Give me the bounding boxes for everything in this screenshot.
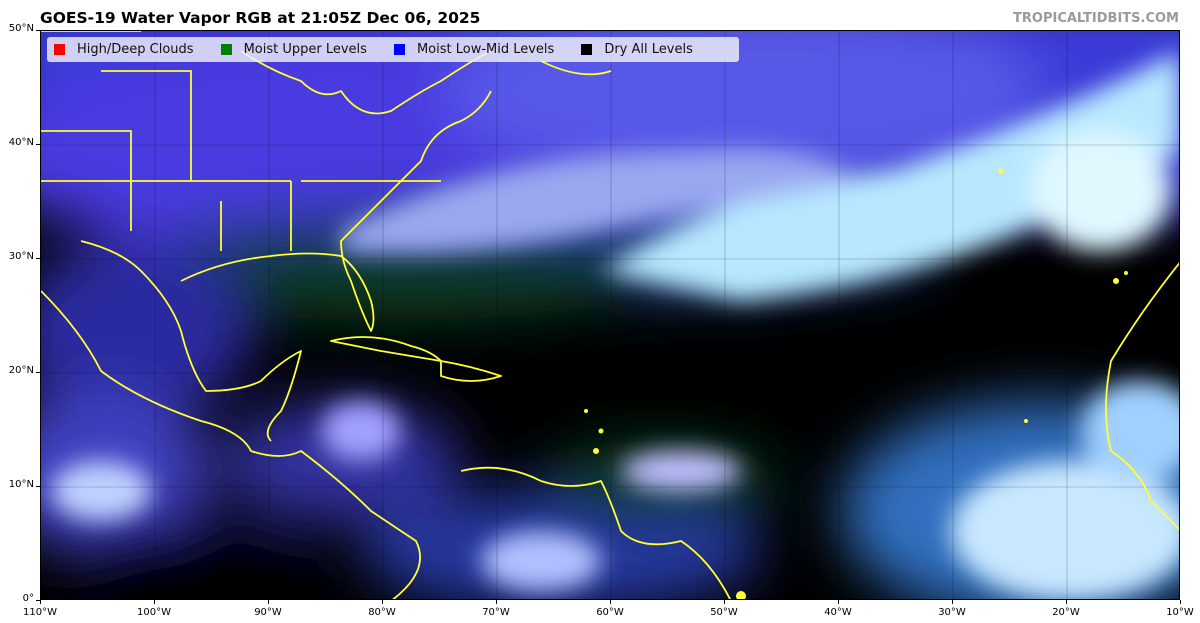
y-axis-label: 50°N xyxy=(8,23,34,34)
satellite-imagery xyxy=(41,31,1179,599)
x-tick xyxy=(610,600,611,604)
x-axis-label: 110°W xyxy=(23,607,57,618)
x-axis-label: 20°W xyxy=(1052,607,1080,618)
legend-item-dry-all-levels: Dry All Levels xyxy=(581,42,693,57)
x-tick xyxy=(1180,600,1181,604)
y-tick xyxy=(36,372,40,373)
y-tick xyxy=(36,144,40,145)
x-axis-label: 40°W xyxy=(824,607,852,618)
y-tick xyxy=(36,30,40,31)
map-title: GOES-19 Water Vapor RGB at 21:05Z Dec 06… xyxy=(40,9,481,27)
x-tick xyxy=(268,600,269,604)
x-axis-label: 50°W xyxy=(710,607,738,618)
x-tick xyxy=(382,600,383,604)
legend-label: Moist Upper Levels xyxy=(243,42,367,57)
x-axis-label: 90°W xyxy=(254,607,282,618)
legend-swatch-blue xyxy=(393,44,405,55)
legend-label: High/Deep Clouds xyxy=(77,42,194,57)
grid-lines xyxy=(41,31,1179,599)
y-axis-label: 30°N xyxy=(8,251,34,262)
coastlines xyxy=(41,31,1179,599)
x-tick xyxy=(154,600,155,604)
y-tick xyxy=(36,258,40,259)
x-axis-label: 10°W xyxy=(1166,607,1194,618)
legend-swatch-black xyxy=(581,44,593,55)
legend-item-high-deep-clouds: High/Deep Clouds xyxy=(54,42,194,57)
y-tick xyxy=(36,600,40,601)
credit-watermark: TROPICALTIDBITS.COM xyxy=(1013,11,1179,26)
legend-label: Moist Low-Mid Levels xyxy=(416,42,555,57)
legend-item-moist-low-mid-levels: Moist Low-Mid Levels xyxy=(393,42,555,57)
y-tick xyxy=(36,486,40,487)
y-axis-label: 20°N xyxy=(8,365,34,376)
x-axis-label: 70°W xyxy=(482,607,510,618)
legend-item-moist-upper-levels: Moist Upper Levels xyxy=(220,42,367,57)
x-tick xyxy=(40,600,41,604)
x-axis-label: 80°W xyxy=(368,607,396,618)
legend-swatch-red xyxy=(54,44,65,55)
legend-label: Dry All Levels xyxy=(604,42,693,57)
high-cloud-bands xyxy=(51,51,1179,599)
x-axis-label: 30°W xyxy=(938,607,966,618)
x-tick xyxy=(952,600,953,604)
legend: High/Deep Clouds Moist Upper Levels Mois… xyxy=(47,37,739,62)
x-tick xyxy=(1066,600,1067,604)
y-axis-label: 10°N xyxy=(8,479,34,490)
x-tick xyxy=(496,600,497,604)
x-axis-label: 60°W xyxy=(596,607,624,618)
satellite-map xyxy=(40,30,1180,600)
y-axis-label: 40°N xyxy=(8,137,34,148)
x-axis-label: 100°W xyxy=(137,607,171,618)
x-tick xyxy=(724,600,725,604)
x-tick xyxy=(838,600,839,604)
y-axis-label: 0° xyxy=(22,593,34,604)
legend-swatch-green xyxy=(220,44,232,55)
islands xyxy=(584,168,1128,599)
